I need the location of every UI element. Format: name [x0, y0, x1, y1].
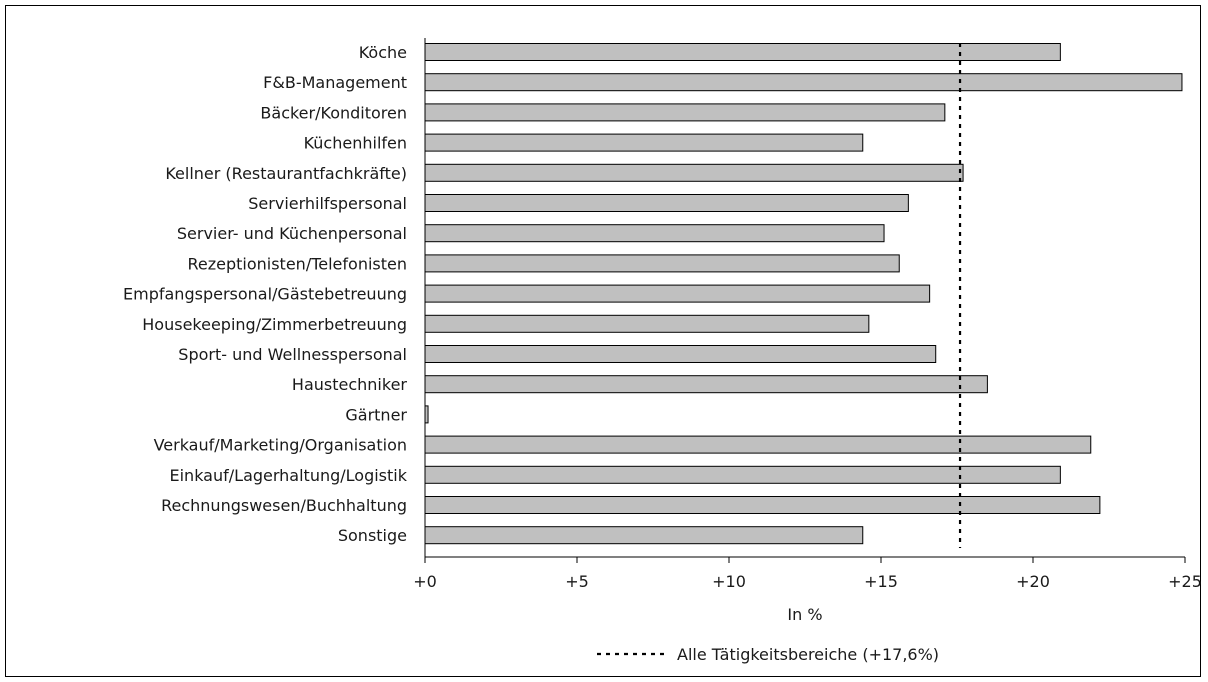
bar	[424, 465, 1061, 484]
bar	[424, 345, 937, 363]
category-label: Servierhilfspersonal	[248, 194, 407, 213]
x-axis-title: In %	[787, 605, 822, 624]
category-label: Empfangspersonal/Gästebetreuung	[123, 285, 407, 304]
bar	[424, 43, 1061, 61]
bar	[424, 224, 885, 243]
category-labels: Köche F&B-Management Bäcker/Konditoren Küch…	[123, 43, 408, 545]
x-tick-label: +20	[1016, 572, 1050, 591]
category-label: Housekeeping/Zimmerbetreuung	[142, 315, 407, 334]
bar	[424, 254, 900, 273]
x-tick-label: +15	[864, 572, 898, 591]
category-label: Verkauf/Marketing/Organisation	[154, 436, 407, 455]
bars-group	[424, 43, 1183, 545]
category-label: Rezeptionisten/Telefonisten	[187, 254, 407, 273]
bar	[424, 133, 864, 152]
x-tick-label: +25	[1168, 572, 1202, 591]
x-tick-label: +0	[413, 572, 437, 591]
category-label: Einkauf/Lagerhaltung/Logistik	[170, 466, 408, 485]
x-tick-label: +10	[712, 572, 746, 591]
category-label: Rechnungswesen/Buchhaltung	[161, 496, 407, 515]
bar	[424, 496, 1101, 514]
category-label: Kellner (Restaurantfachkräfte)	[165, 164, 407, 183]
category-label: Bäcker/Konditoren	[260, 103, 407, 122]
x-tick-label: +5	[565, 572, 589, 591]
bar	[424, 314, 870, 333]
bar	[424, 73, 1183, 92]
category-label: Köche	[359, 43, 407, 62]
category-label: Gärtner	[345, 405, 407, 424]
category-label: Küchenhilfen	[304, 134, 407, 153]
bar	[424, 163, 964, 182]
bar	[424, 103, 946, 122]
category-label: Sonstige	[338, 526, 407, 545]
bar	[424, 284, 931, 303]
bar	[424, 435, 1092, 454]
category-label: Sport- und Wellnesspersonal	[178, 345, 407, 364]
category-label: F&B-Management	[263, 73, 407, 92]
category-label: Haustechniker	[292, 375, 407, 394]
legend: Alle Tätigkeitsbereiche (+17,6%)	[597, 645, 939, 664]
bar	[424, 526, 864, 545]
bar	[424, 375, 988, 394]
x-axis-ticks: +0 +5 +10 +15 +20 +25	[413, 557, 1202, 591]
legend-label: Alle Tätigkeitsbereiche (+17,6%)	[677, 645, 939, 664]
category-label: Servier- und Küchenpersonal	[177, 224, 407, 243]
bar	[424, 194, 909, 212]
